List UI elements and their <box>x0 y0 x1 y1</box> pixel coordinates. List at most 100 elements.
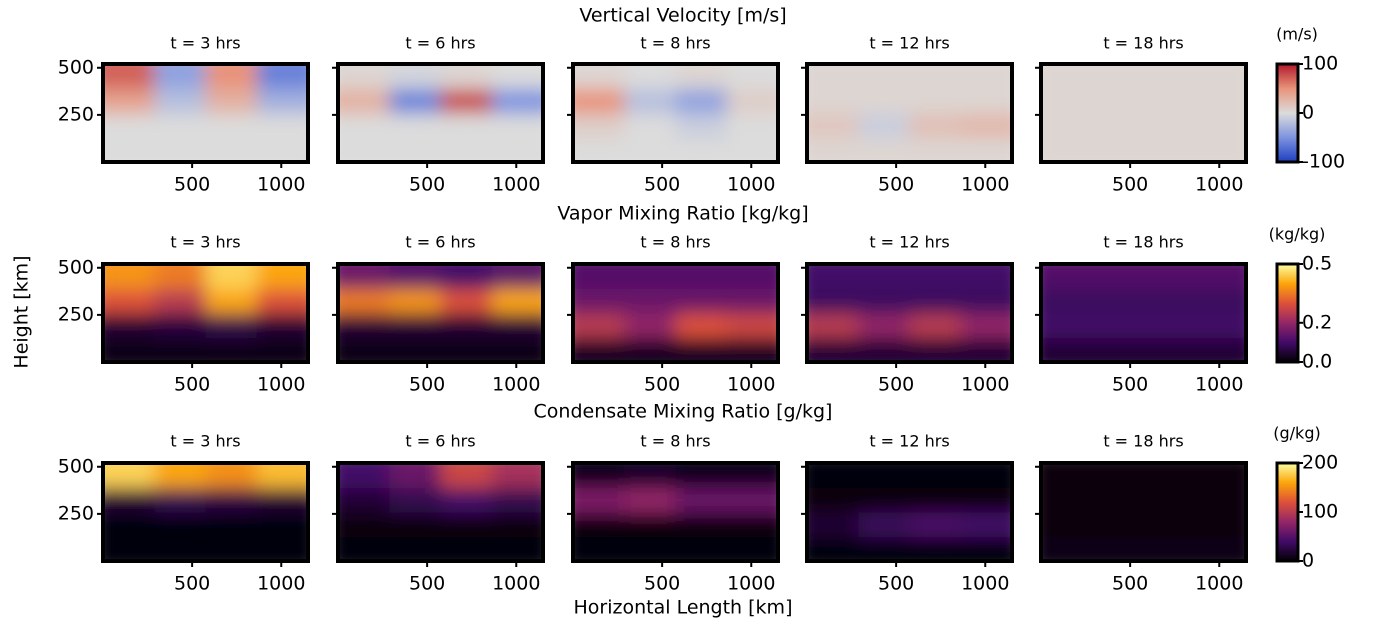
heatmap-cell <box>491 137 543 162</box>
heatmap-cell <box>205 463 258 488</box>
heatmap-cell <box>1092 536 1144 561</box>
heatmap-cell <box>338 137 390 162</box>
heatmap-cell <box>154 288 206 314</box>
heatmap-cell <box>573 313 625 338</box>
heatmap-cell <box>103 536 155 561</box>
heatmap-cell <box>389 463 441 488</box>
heatmap-cell <box>624 137 676 162</box>
colorbar-tick-label: 0 <box>1302 102 1314 124</box>
heatmap-cell <box>154 264 206 289</box>
heatmap-cell <box>909 264 962 289</box>
heatmap-cell <box>675 264 728 289</box>
heatmap-cell <box>624 88 676 114</box>
heatmap-cell <box>960 137 1012 162</box>
heatmap-cell <box>103 337 155 362</box>
panel-frame <box>1039 262 1248 364</box>
heatmap-cell <box>338 536 390 561</box>
cell-group <box>573 264 778 362</box>
heatmap-cell <box>807 313 859 338</box>
x-tick-label: 500 <box>409 374 445 396</box>
heatmap-cell <box>960 512 1012 537</box>
x-tick-label: 1000 <box>1195 174 1243 196</box>
heatmap-cell <box>675 337 728 362</box>
heatmap-cell <box>205 64 258 89</box>
heatmap-cell <box>675 137 728 162</box>
heatmap-cells <box>338 64 543 162</box>
heatmap-cell <box>440 512 493 537</box>
heatmap-cell <box>675 487 728 513</box>
heatmap-cell <box>154 64 206 89</box>
heatmap-cell <box>675 313 728 338</box>
heatmap-cell <box>1092 113 1144 138</box>
heatmap-cells <box>103 264 308 362</box>
heatmap-cell <box>1092 288 1144 314</box>
y-tick-label: 250 <box>58 303 94 325</box>
heatmap-cell <box>1041 113 1093 138</box>
heatmap-cell <box>726 536 778 561</box>
heatmap-cell <box>858 536 910 561</box>
x-tick-label: 500 <box>174 374 210 396</box>
heatmap-cell <box>573 512 625 537</box>
cell-group <box>103 264 308 362</box>
heatmap-cell <box>675 463 728 488</box>
heatmap-cell <box>624 113 676 138</box>
x-tick-label: 1000 <box>1195 374 1243 396</box>
heatmap-cell <box>1143 313 1196 338</box>
heatmap-cell <box>389 487 441 513</box>
panel-title: t = 18 hrs <box>1103 34 1183 53</box>
x-tick-label: 1000 <box>727 573 775 595</box>
panel-frame <box>336 461 545 563</box>
heatmap-cell <box>256 487 308 513</box>
heatmap-cell <box>440 313 493 338</box>
heatmap-cell <box>154 113 206 138</box>
heatmap-cell <box>389 512 441 537</box>
heatmap-cell <box>154 512 206 537</box>
heatmap-cell <box>726 463 778 488</box>
heatmap-cell <box>256 113 308 138</box>
heatmap-cell <box>807 337 859 362</box>
heatmap-cell <box>256 264 308 289</box>
panel-title: t = 3 hrs <box>170 233 240 252</box>
x-tick-label: 1000 <box>961 573 1009 595</box>
heatmap-cell <box>256 288 308 314</box>
heatmap-cell <box>389 288 441 314</box>
heatmap-cells <box>573 64 778 162</box>
heatmap-cell <box>573 64 625 89</box>
heatmap-cell <box>1143 288 1196 314</box>
heatmap-cell <box>1143 64 1196 89</box>
heatmap-cell <box>103 512 155 537</box>
panel-frame <box>571 262 780 364</box>
panel-title: t = 8 hrs <box>640 233 710 252</box>
heatmap-cell <box>440 113 493 138</box>
heatmap-cell <box>858 88 910 114</box>
heatmap-cell <box>491 487 543 513</box>
heatmap-cell <box>103 264 155 289</box>
panel-frame <box>805 262 1014 364</box>
heatmap-cell <box>103 113 155 138</box>
x-tick-label: 1000 <box>257 374 305 396</box>
heatmap-cell <box>624 288 676 314</box>
panel-title: t = 6 hrs <box>405 233 475 252</box>
colorbar-tick-label: 200 <box>1302 452 1338 474</box>
heatmap-cell <box>1041 313 1093 338</box>
heatmap-cell <box>1194 463 1246 488</box>
heatmap-cell <box>624 487 676 513</box>
heatmap-cell <box>338 113 390 138</box>
cell-group <box>103 64 308 162</box>
heatmap-cell <box>154 88 206 114</box>
heatmap-cell <box>909 88 962 114</box>
x-tick-label: 500 <box>644 374 680 396</box>
heatmap-cell <box>858 463 910 488</box>
heatmap-cell <box>256 463 308 488</box>
heatmap-cell <box>338 64 390 89</box>
panel-frame <box>805 62 1014 164</box>
heatmap-cell <box>491 113 543 138</box>
heatmap-cell <box>491 64 543 89</box>
heatmap-cells <box>807 264 1012 362</box>
colorbar-label: (m/s) <box>1276 25 1318 44</box>
heatmap-cells <box>103 463 308 561</box>
heatmap-cell <box>154 313 206 338</box>
heatmap-cell <box>389 137 441 162</box>
heatmap-cell <box>1092 64 1144 89</box>
heatmap-cell <box>205 264 258 289</box>
